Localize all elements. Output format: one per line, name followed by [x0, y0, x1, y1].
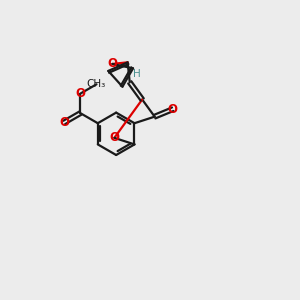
- Text: O: O: [107, 57, 117, 70]
- Text: O: O: [168, 103, 178, 116]
- Text: O: O: [59, 116, 69, 129]
- Text: O: O: [75, 87, 85, 100]
- Text: O: O: [109, 131, 119, 144]
- Text: CH₃: CH₃: [87, 79, 106, 89]
- Text: H: H: [133, 69, 141, 79]
